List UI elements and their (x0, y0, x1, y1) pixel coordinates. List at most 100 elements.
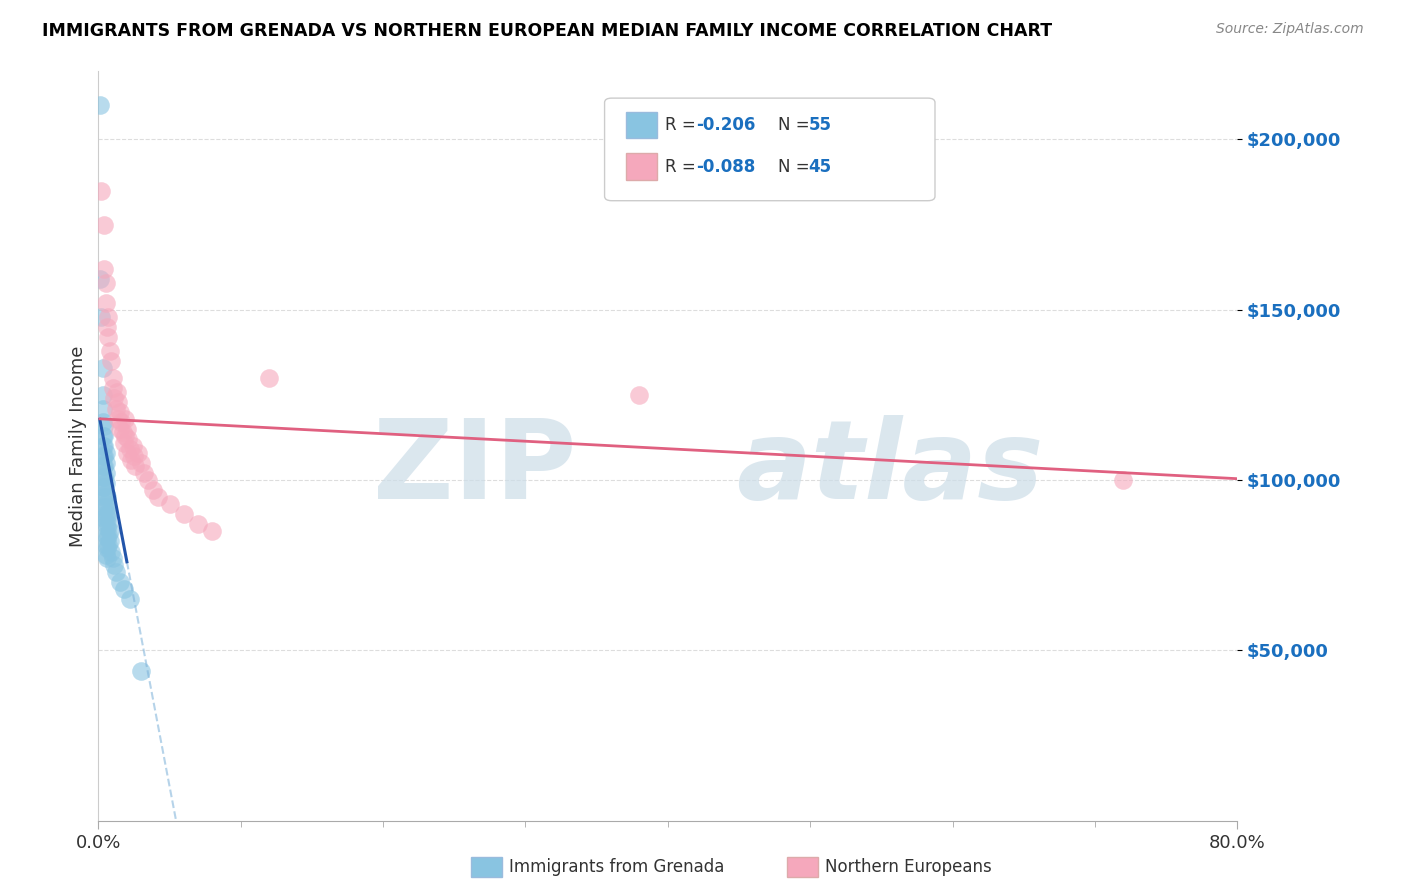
Text: Source: ZipAtlas.com: Source: ZipAtlas.com (1216, 22, 1364, 37)
Point (93, 429, 115, 443)
Point (93, 490, 115, 504)
Point (107, 394, 129, 409)
Point (111, 425, 134, 440)
Point (259, 371, 281, 385)
Point (90, 310, 112, 324)
Point (118, 442, 141, 457)
Point (96, 500, 118, 515)
Text: Immigrants from Grenada: Immigrants from Grenada (509, 858, 724, 876)
Point (148, 490, 170, 504)
Point (96, 521, 118, 535)
Point (91, 469, 114, 483)
Point (141, 483, 163, 498)
Point (94, 456, 117, 470)
Point (1112, 473, 1135, 487)
Point (104, 565, 127, 579)
Point (628, 388, 651, 402)
Point (91, 439, 114, 453)
Point (91, 388, 114, 402)
Point (94, 476, 117, 491)
Point (97, 527, 120, 541)
Text: atlas: atlas (737, 415, 1043, 522)
Point (101, 371, 124, 385)
Point (121, 439, 143, 453)
Point (127, 446, 149, 460)
Point (187, 517, 209, 532)
Text: R =: R = (665, 158, 702, 176)
Point (93, 218, 115, 232)
Point (93, 449, 115, 463)
Y-axis label: Median Family Income: Median Family Income (69, 345, 87, 547)
Point (89, 98, 111, 112)
Point (91, 415, 114, 429)
Point (100, 544, 122, 558)
Text: IMMIGRANTS FROM GRENADA VS NORTHERN EUROPEAN MEDIAN FAMILY INCOME CORRELATION CH: IMMIGRANTS FROM GRENADA VS NORTHERN EURO… (42, 22, 1052, 40)
Point (97, 507, 120, 521)
Point (96, 551, 118, 566)
Point (90, 184, 112, 198)
Point (94, 548, 117, 562)
Point (118, 592, 141, 607)
Point (91, 360, 114, 375)
Point (93, 439, 115, 453)
Point (94, 486, 117, 500)
Text: -0.088: -0.088 (696, 158, 755, 176)
Point (93, 500, 115, 515)
Point (100, 354, 122, 368)
Point (93, 480, 115, 494)
Text: N =: N = (778, 116, 814, 134)
Point (97, 517, 120, 532)
Point (159, 497, 181, 511)
Point (93, 469, 115, 483)
Point (108, 422, 131, 436)
Point (94, 497, 117, 511)
Point (173, 507, 195, 521)
Point (120, 452, 142, 467)
Point (93, 261, 115, 276)
Point (96, 541, 118, 556)
Point (91, 480, 114, 494)
Text: 55: 55 (808, 116, 831, 134)
Point (97, 330, 120, 344)
Point (98, 534, 121, 549)
Point (94, 527, 117, 541)
Point (122, 449, 145, 463)
Point (98, 343, 121, 358)
Point (91, 401, 114, 416)
Point (91, 429, 114, 443)
Point (103, 558, 125, 573)
Text: N =: N = (778, 158, 814, 176)
Point (97, 310, 120, 324)
Point (94, 276, 117, 290)
Point (97, 538, 120, 552)
Point (112, 582, 135, 596)
Point (94, 467, 117, 481)
Point (124, 459, 146, 474)
Point (91, 459, 114, 474)
Point (136, 473, 159, 487)
Point (91, 449, 114, 463)
Point (96, 510, 118, 524)
Point (114, 411, 136, 425)
Point (96, 319, 118, 334)
Point (93, 510, 115, 524)
Text: R =: R = (665, 116, 702, 134)
Point (98, 524, 121, 538)
Text: Northern Europeans: Northern Europeans (825, 858, 993, 876)
Point (129, 456, 152, 470)
Point (94, 517, 117, 532)
Point (129, 664, 152, 678)
Point (201, 524, 224, 538)
Point (117, 432, 139, 446)
Point (103, 392, 125, 406)
Point (104, 401, 127, 416)
Point (105, 384, 128, 399)
Point (93, 459, 115, 474)
Point (114, 429, 136, 443)
Point (96, 490, 118, 504)
Point (132, 467, 155, 481)
Point (108, 575, 131, 590)
Point (112, 435, 135, 450)
Point (94, 296, 117, 310)
Point (108, 405, 131, 419)
